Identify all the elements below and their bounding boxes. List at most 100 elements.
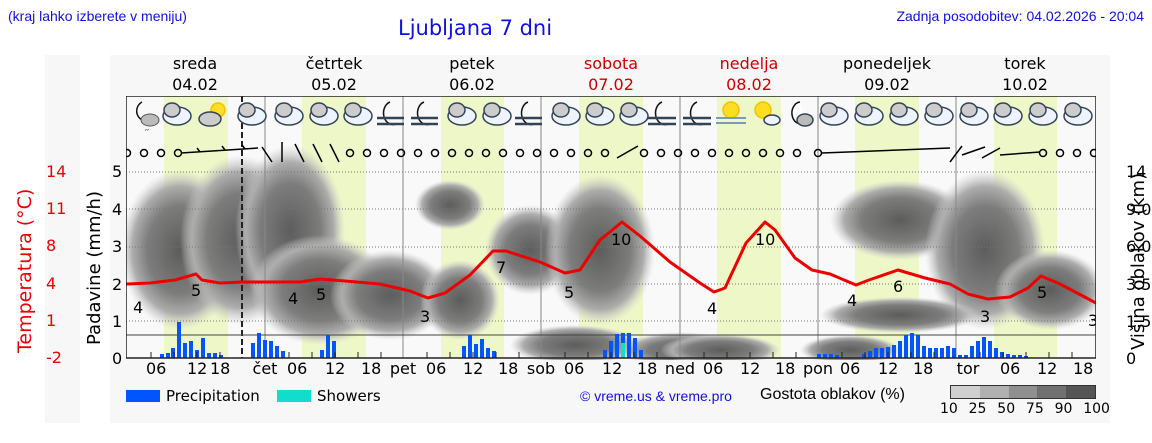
x-tick-label: 12 [878, 359, 899, 378]
sun-partly-cloudy-icon [754, 101, 781, 126]
weather-icon-strip [162, 101, 1093, 127]
temp-tick: 1 [46, 311, 57, 330]
x-tick-label: 12 [463, 359, 484, 378]
cloudy-rain-icon [889, 102, 919, 126]
cloud-tick: 0 [1126, 349, 1137, 368]
copyright-link[interactable]: © vreme.us & vreme.pro [580, 388, 732, 404]
cloud-tick: 14 [1126, 162, 1147, 181]
temp-tick: -2 [46, 348, 62, 367]
day-header-weekend: nedelja 08.02 [719, 54, 779, 94]
x-tick-label: 18 [637, 359, 658, 378]
svg-text:10: 10 [611, 230, 631, 249]
temperature-value-labels: 4 5 4 5 3 7 5 10 4 10 4 6 3 5 3 [133, 230, 1096, 330]
cloud-tick: 6.0 [1126, 237, 1152, 256]
x-tick-label: 12 [187, 359, 208, 378]
svg-text:5: 5 [316, 285, 326, 304]
cloudy-rain-icon [959, 102, 989, 126]
svg-text:4: 4 [847, 291, 857, 310]
x-tick-label: 12 [1037, 359, 1058, 378]
svg-text:4: 4 [133, 298, 143, 317]
x-tick-label-day: sob [526, 359, 556, 378]
day-header: sreda 04.02 [172, 54, 218, 94]
day-header: ponedeljek 09.02 [843, 54, 931, 94]
night-fog-icon [411, 101, 438, 126]
svg-text:4: 4 [288, 289, 298, 308]
svg-text:4: 4 [707, 299, 717, 318]
x-tick-label: 12 [325, 359, 346, 378]
location-hint: (kraj lahko izberete v meniju) [8, 8, 187, 24]
cloud-height-axis-label: Višina oblakov (km) [1128, 172, 1149, 350]
shower-bars [621, 343, 625, 358]
temp-tick: 14 [46, 162, 67, 181]
x-tick-label: 06 [1000, 359, 1021, 378]
precip-tick: 5 [112, 162, 123, 181]
x-tick-label: 06 [840, 359, 861, 378]
cloudy-rain-icon [162, 102, 192, 126]
day-header: petek 06.02 [449, 54, 495, 94]
precipitation-swatch [126, 390, 160, 402]
last-updated: Zadnja posodobitev: 04.02.2026 - 20:04 [896, 8, 1144, 24]
x-tick-label: 18 [498, 359, 519, 378]
x-tick-label: 06 [146, 359, 167, 378]
x-tick-label: 06 [703, 359, 724, 378]
precip-tick: 2 [112, 275, 123, 294]
svg-text:7: 7 [496, 258, 506, 277]
sun-fog-icon [716, 101, 746, 124]
x-tick-marks [150, 352, 1073, 358]
temp-tick: 4 [46, 274, 57, 293]
day-header-weekend: sobota 07.02 [583, 54, 639, 94]
x-tick-label: 06 [426, 359, 447, 378]
cloudy-rain-icon [482, 102, 512, 126]
cloudy-rain-icon [585, 102, 615, 126]
svg-text:3: 3 [1088, 311, 1096, 330]
cloudy-rain-icon [854, 102, 884, 126]
day-separators [264, 96, 957, 358]
cloud-tick: 3.5 [1126, 275, 1152, 294]
x-tick-label: 18 [1073, 359, 1094, 378]
svg-text:10: 10 [755, 230, 775, 249]
svg-text:3: 3 [980, 307, 990, 326]
night-fog-icon [377, 101, 404, 126]
day-header: torek 10.02 [1002, 54, 1048, 94]
x-tick-label: 18 [775, 359, 796, 378]
temp-axis-panel [45, 55, 80, 423]
showers-legend-label: Showers [317, 387, 381, 405]
page-title: Ljubljana 7 dni [398, 16, 553, 40]
cloud-tick: 9.0 [1126, 200, 1152, 219]
precip-tick: 0 [112, 349, 123, 368]
x-tick-label: 18 [361, 359, 382, 378]
x-tick-label: 12 [740, 359, 761, 378]
wind-barbs-row [126, 142, 1096, 163]
x-tick-label: 06 [564, 359, 585, 378]
night-fog-icon [683, 101, 711, 126]
cloudy-rain-icon [551, 102, 581, 126]
cloudy-icon [343, 102, 373, 126]
night-fog-icon [515, 101, 542, 126]
x-tick-label-day: tor [956, 359, 980, 378]
cloud-tick: 1.5 [1126, 312, 1152, 331]
cloudy-rain-icon [237, 102, 267, 126]
cloudy-rain-icon [447, 102, 477, 126]
temperature-line [126, 220, 1096, 305]
precipitation-legend-label: Precipitation [166, 387, 260, 405]
cloudy-rain-icon [1028, 102, 1058, 126]
x-tick-label-day: čet [252, 359, 278, 378]
x-tick-label: 06 [287, 359, 308, 378]
cloudy-rain-icon [274, 102, 304, 126]
night-partly-cloudy-rain-icon: ״ [136, 101, 160, 137]
svg-text:5: 5 [564, 283, 574, 302]
x-tick-label: 18 [913, 359, 934, 378]
weather-icons-row: ״ [136, 101, 160, 137]
svg-text:6: 6 [893, 277, 903, 296]
cloudy-rain-icon [924, 102, 954, 126]
cloudy-rain-icon [309, 102, 339, 126]
showers-swatch [277, 390, 311, 402]
precip-tick: 3 [112, 237, 123, 256]
cloudy-icon [1063, 102, 1093, 126]
x-tick-label-day: ned [664, 359, 696, 378]
x-tick-label: 18 [210, 359, 231, 378]
svg-text:5: 5 [191, 281, 201, 300]
meteogram-chart: 4 5 4 5 3 7 5 10 4 10 4 6 3 5 3 ״ [126, 96, 1096, 360]
cloudy-rain-icon [819, 102, 849, 126]
svg-text:״: ״ [144, 127, 150, 137]
